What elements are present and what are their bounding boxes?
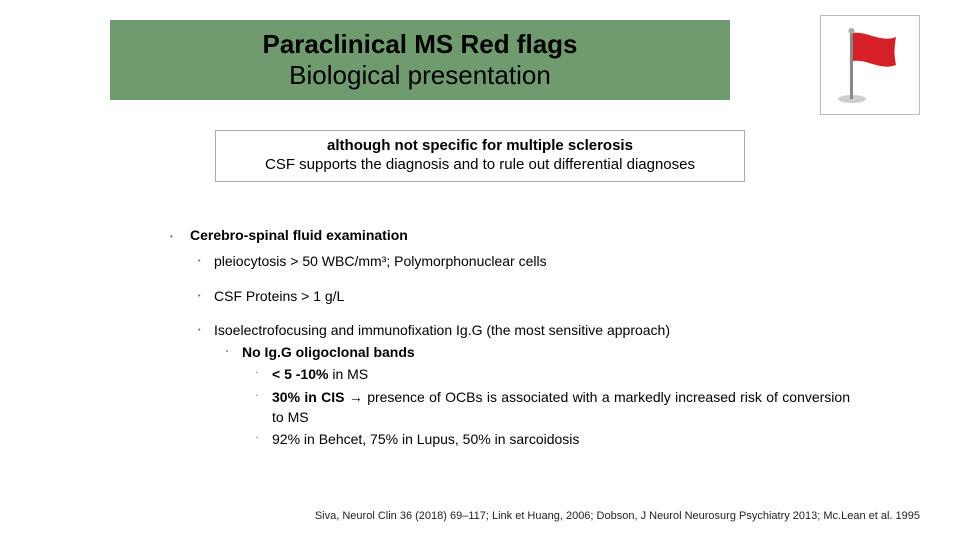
bullet-isoelectro: Isoelectrofocusing and immunofixation Ig… xyxy=(170,320,850,340)
title-inner: Paraclinical MS Red flags Biological pre… xyxy=(262,29,577,91)
bullet-csf-proteins: CSF Proteins > 1 g/L xyxy=(170,286,850,306)
red-flag-image xyxy=(820,15,920,115)
csf-heading: Cerebro-spinal fluid examination xyxy=(190,227,408,243)
subtitle-line2: CSF supports the diagnosis and to rule o… xyxy=(226,156,734,175)
ms-pct-bold: < 5 -10% xyxy=(272,366,328,382)
bullet-no-ocb: No Ig.G oligoclonal bands xyxy=(170,342,850,362)
cis-pct-rest: → presence of OCBs is associated with a … xyxy=(272,389,850,425)
flag-icon xyxy=(830,25,910,105)
bullet-ms-pct: < 5 -10% in MS xyxy=(170,364,850,384)
slide: Paraclinical MS Red flags Biological pre… xyxy=(0,0,960,540)
subtitle-box: although not specific for multiple scler… xyxy=(215,130,745,182)
ms-pct-rest: in MS xyxy=(328,366,368,382)
citation: Siva, Neurol Clin 36 (2018) 69–117; Link… xyxy=(315,510,920,522)
subtitle-line1: although not specific for multiple scler… xyxy=(226,137,734,156)
content: Cerebro-spinal fluid examination pleiocy… xyxy=(170,225,850,450)
bullet-csf-exam: Cerebro-spinal fluid examination xyxy=(170,225,850,245)
bullet-other-diseases: 92% in Behcet, 75% in Lupus, 50% in sarc… xyxy=(170,429,850,449)
cis-pct-bold: 30% in CIS xyxy=(272,389,345,405)
bullet-cis-pct: 30% in CIS → presence of OCBs is associa… xyxy=(170,387,850,428)
title-line1: Paraclinical MS Red flags xyxy=(262,29,577,60)
title-line2: Biological presentation xyxy=(262,60,577,91)
bullet-pleiocytosis: pleiocytosis > 50 WBC/mm³; Polymorphonuc… xyxy=(170,251,850,271)
title-bar: Paraclinical MS Red flags Biological pre… xyxy=(110,20,730,100)
